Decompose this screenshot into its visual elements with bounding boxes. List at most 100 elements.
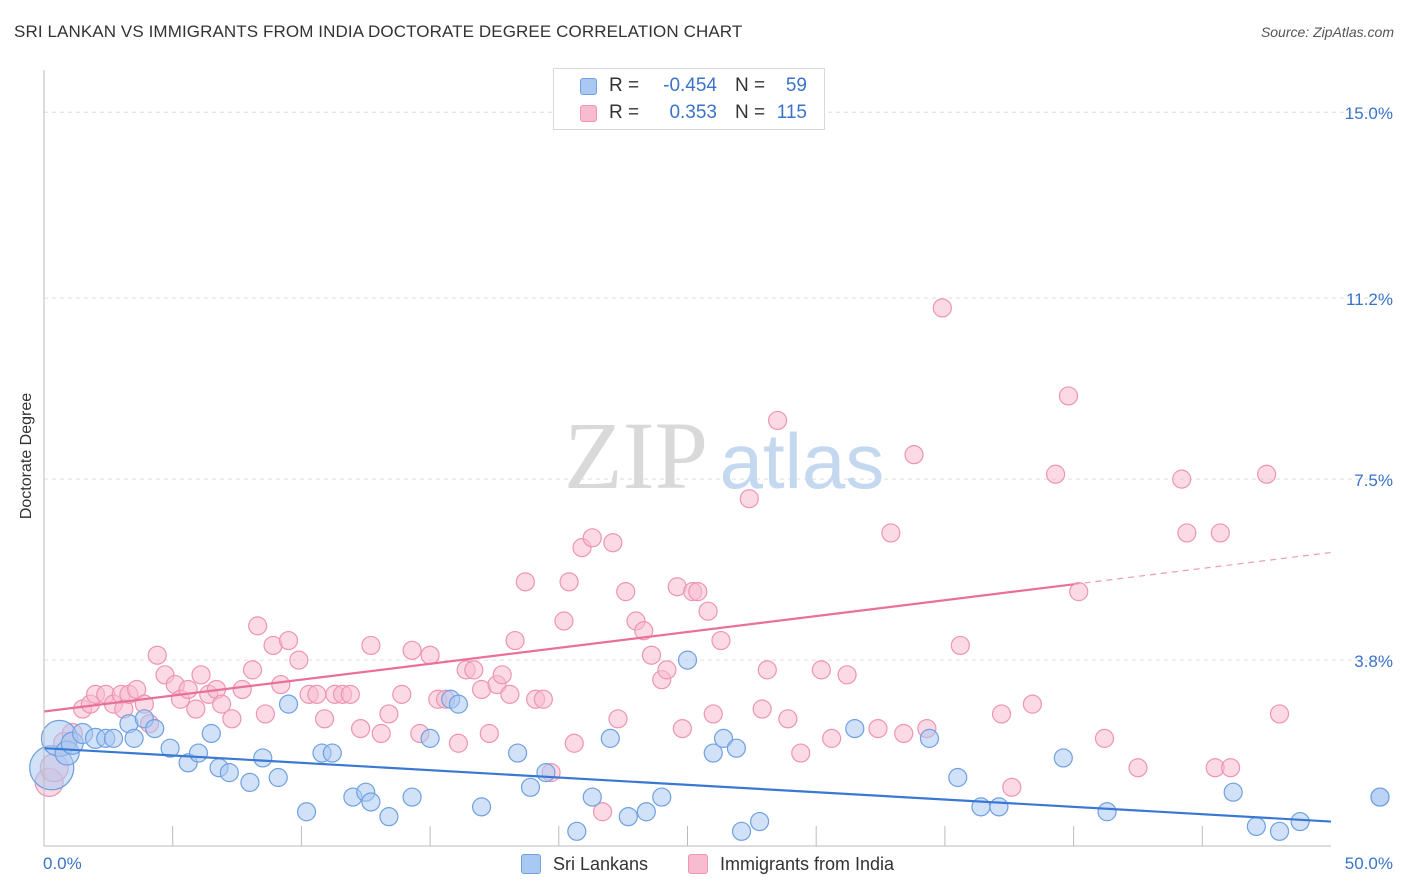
trend-line-sri-lankan [43,747,1332,823]
sri-lankan-point [749,811,770,832]
india-immigrant-point [608,709,628,729]
india-immigrant-point [371,723,391,744]
india-immigrant-point [1269,704,1290,724]
india-immigrant-point [932,298,952,318]
india-immigrant-point [564,733,584,753]
legend-row-sri-lankans: R = -0.454 N = 59 [580,74,807,98]
sri-lankan-point [201,723,221,744]
india-immigrant-point [314,709,335,729]
india-immigrant-point [232,679,252,700]
india-immigrant-point [361,635,381,656]
india-immigrant-point [791,743,811,763]
india-immigrant-point [991,704,1012,724]
india-immigrant-point [1069,582,1089,602]
y-tick-label: 15.0% [1345,104,1393,123]
sri-lankan-point [677,650,698,670]
india-immigrant-point [868,718,888,739]
india-immigrant-point [1221,758,1241,778]
sri-lankan-point [1246,816,1266,837]
sri-lankan-point [567,821,587,841]
india-immigrant-point [492,665,512,685]
sri-lankan-point [536,763,556,783]
india-immigrant-point [464,660,484,680]
india-immigrant-point [778,709,798,729]
india-immigrant-point [592,802,613,822]
sri-lankan-point [919,728,940,748]
india-immigrant-point [582,528,602,548]
sri-lankan-point [420,728,440,748]
india-immigrant-point [634,621,654,641]
stats-legend: R = -0.454 N = 59 R = 0.353 N = 115 [553,68,825,130]
india-immigrant-point [559,572,579,592]
india-immigrant-point [255,704,275,724]
india-immigrant-point [1002,777,1022,797]
r-value: 0.353 [669,102,717,123]
sri-lankan-point [278,694,299,714]
india-immigrant-point [881,523,901,543]
india-immigrant-point [688,582,708,602]
legend-swatch-pink [580,104,597,122]
india-immigrant-point [1045,464,1066,484]
sri-lankan-point [188,743,209,763]
india-immigrant-point [672,718,692,739]
india-immigrant-point [837,665,857,685]
sri-lankan-point [1053,748,1073,768]
india-immigrant-point [904,445,924,465]
n-value: 59 [785,75,807,96]
watermark-zip: ZIP [564,402,708,509]
chart-title: SRI LANKAN VS IMMIGRANTS FROM INDIA DOCT… [14,22,743,41]
india-immigrant-point [515,572,535,592]
sri-lankan-point [448,694,469,714]
sri-lankan-point [989,797,1009,817]
y-tick-label: 7.5% [1354,471,1393,490]
sri-lankan-point [1097,802,1117,822]
india-immigrant-point [147,645,167,665]
tick-labels: 3.8% 7.5% 11.2% 15.0% 0.0% 50.0% [43,104,1393,873]
data-points [29,298,1390,841]
india-immigrant-point [222,709,242,729]
india-immigrant-point [178,679,198,700]
bottom-legend-sri-lankans[interactable]: Sri Lankans [521,852,648,876]
legend-label: Sri Lankans [553,853,649,874]
sri-lankan-point [703,743,723,763]
india-immigrant-point [950,635,970,656]
india-immigrant-point [479,723,499,744]
sri-lankan-point [219,763,239,783]
india-immigrant-point [289,650,309,670]
india-immigrant-point [752,699,772,719]
axes [43,70,1331,847]
india-immigrant-point [767,410,788,431]
india-immigrant-point [500,684,520,704]
sri-lankan-point [103,728,124,748]
india-immigrant-point [894,723,914,744]
sri-lankan-point [1223,782,1243,802]
india-immigrant-point [603,533,623,553]
sri-lankan-point [1290,811,1310,832]
r-value: -0.454 [663,75,717,96]
india-immigrant-point [307,684,327,704]
sri-lankan-point [600,728,620,748]
india-immigrant-point [191,665,211,685]
india-immigrant-point [698,601,718,621]
sri-lankan-point [582,787,602,807]
sri-lankan-point [845,718,865,739]
sri-lankan-point [160,738,180,758]
india-immigrant-point [340,684,360,704]
india-immigrant-point [811,660,831,680]
sri-lankan-point [713,728,734,748]
sri-lankan-point [268,767,288,788]
legend-row-immigrants-india: R = 0.353 N = 115 [580,101,807,125]
n-label: N = [735,75,766,96]
sri-lankan-point [361,792,381,812]
source-credit: Source: ZipAtlas.com [1260,24,1394,40]
n-label: N = [735,102,766,123]
bottom-legend-immigrants-india[interactable]: Immigrants from India [688,852,894,876]
india-immigrant-point [533,689,553,709]
trend-line-india [43,583,1074,713]
india-immigrant-point [402,640,422,660]
sri-lankan-point [652,787,672,807]
y-axis-label: Doctorate Degree [18,392,35,520]
india-immigrant-point [757,660,777,680]
r-label: R = [609,75,640,96]
